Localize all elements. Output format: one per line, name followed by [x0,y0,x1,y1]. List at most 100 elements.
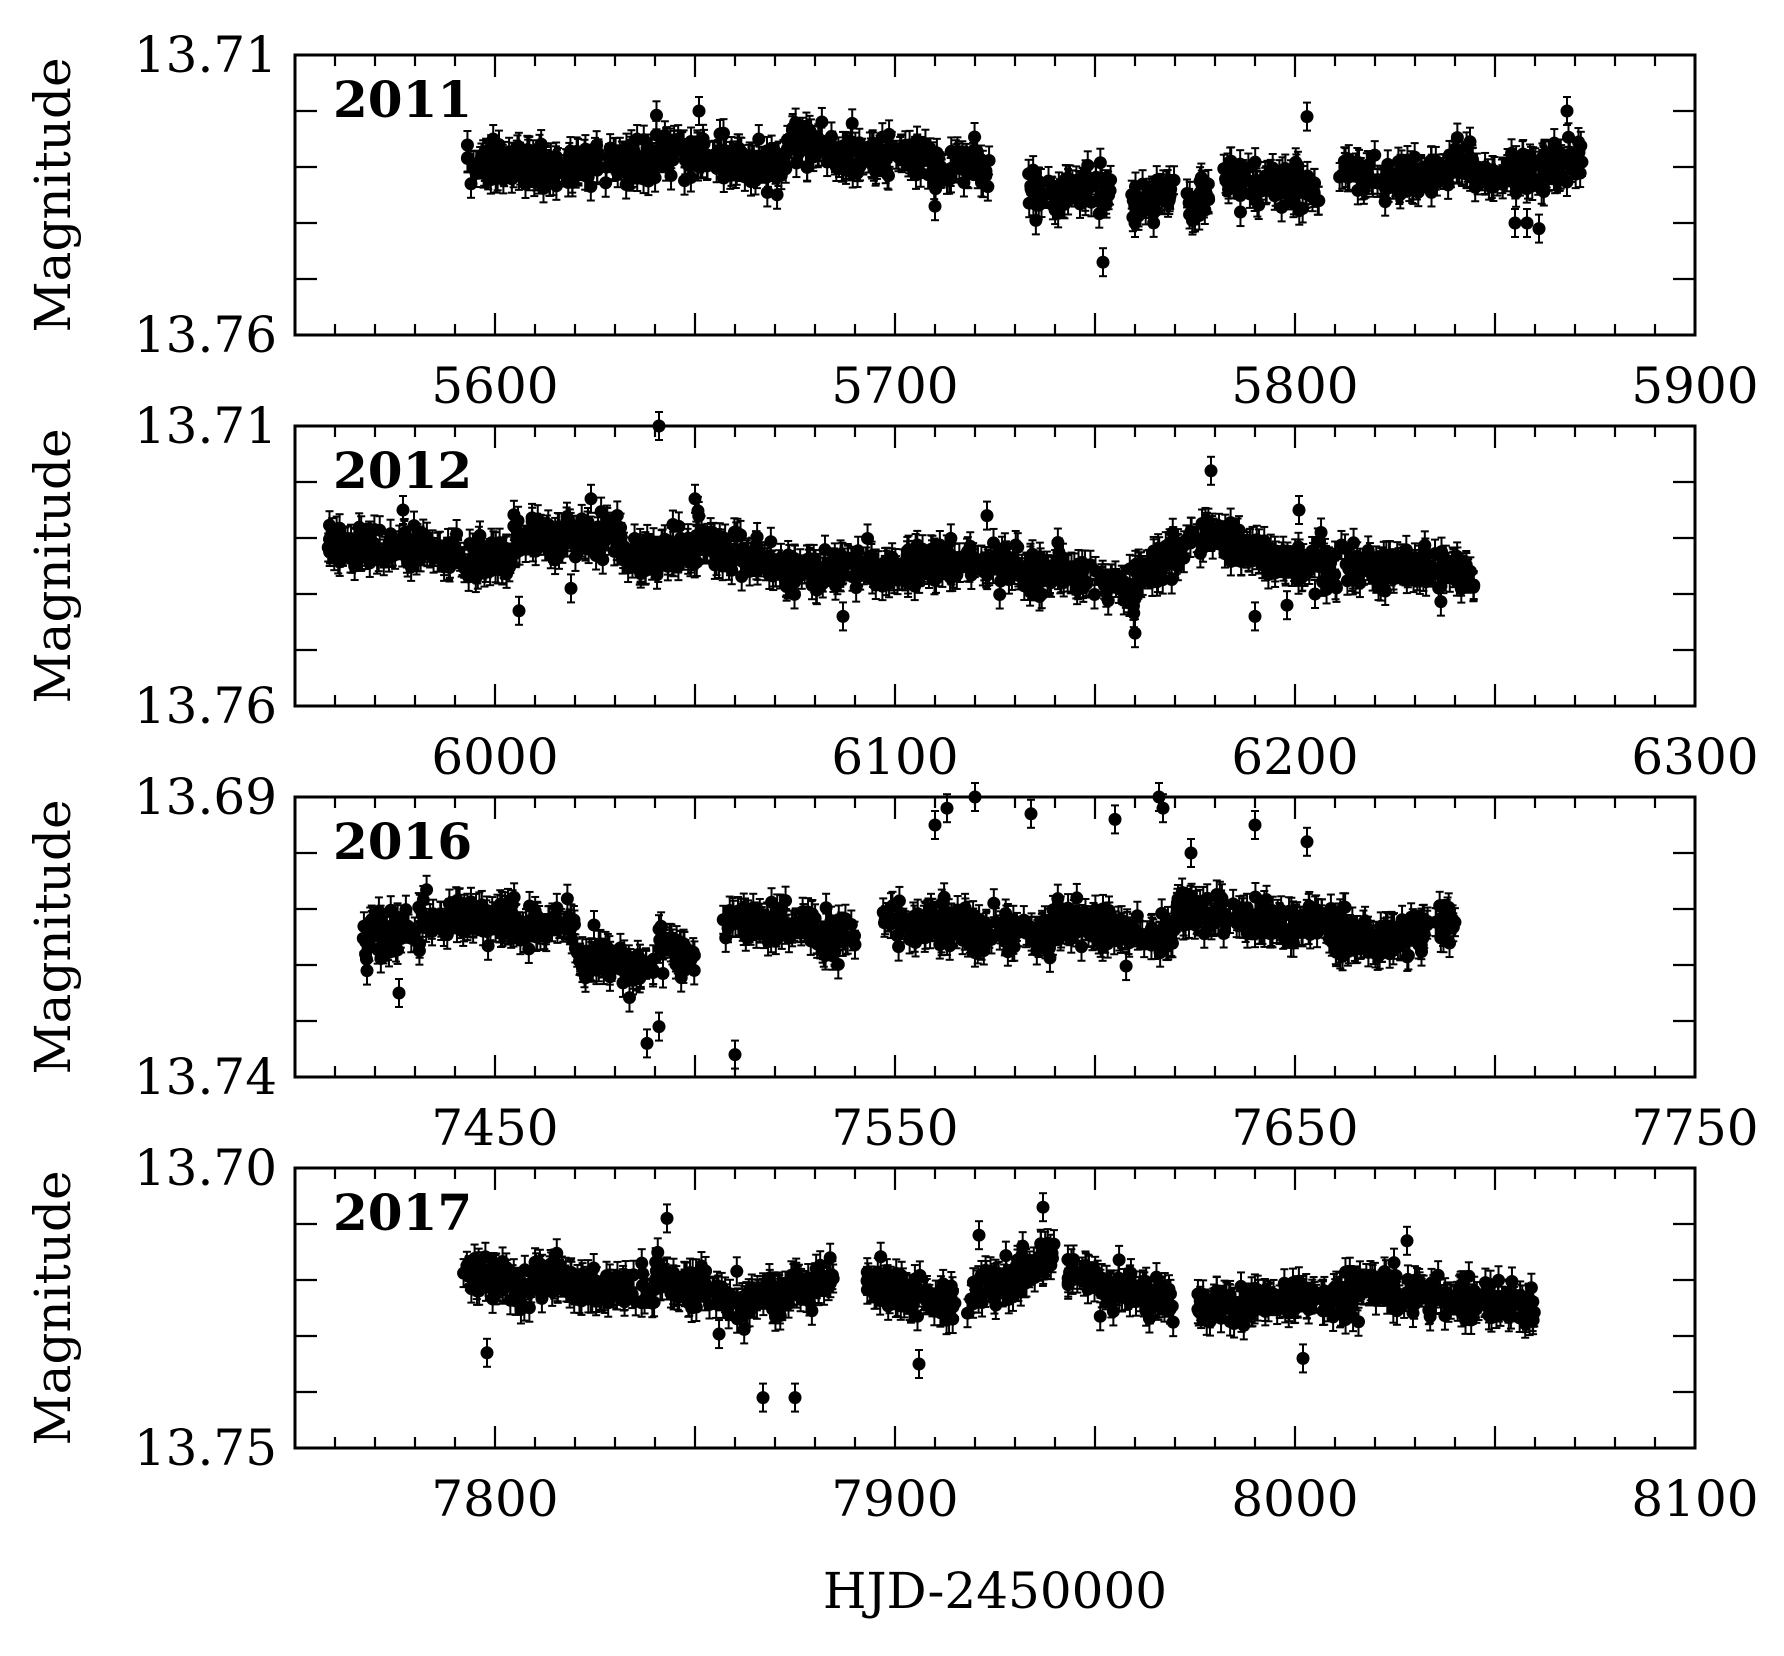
x-tick-label: 6300 [1631,728,1758,786]
data-point [1204,455,1218,486]
y-tick-label-top: 13.69 [134,768,277,826]
data-points [457,1192,1541,1413]
data-point [392,978,406,1008]
y-tick-label-bottom: 13.76 [134,677,277,735]
data-point [972,1220,986,1251]
data-point [928,810,942,840]
x-tick-label: 5600 [431,357,558,415]
data-point [660,1203,674,1234]
data-point [755,151,769,182]
data-point [760,177,774,208]
data-point [723,159,737,190]
y-axis-label: Magnitude [24,1170,82,1445]
panel-2012: 2012 13.71 13.76 6000 6100 6200 6300 Magnitude [24,397,1759,786]
data-point [728,1039,742,1070]
data-point [1508,208,1522,238]
data-point [800,152,814,183]
data-point [842,149,856,180]
panel-year-label: 2011 [333,70,472,129]
data-point [539,146,553,177]
data-point [789,107,803,138]
data-point [815,106,829,137]
data-point [788,1382,802,1413]
data-point [512,595,526,626]
data-point [711,138,725,169]
data-point [619,169,633,200]
data-point [1300,826,1314,857]
data-point [730,1256,744,1287]
y-tick-label-bottom: 13.74 [134,1048,277,1106]
data-point [774,160,788,191]
x-tick-label: 8100 [1631,1470,1758,1528]
x-tick-label: 6000 [431,728,558,786]
data-point [1096,247,1110,278]
data-point [831,144,845,175]
data-points [460,96,1589,278]
data-point [652,1011,666,1042]
y-axis-label: Magnitude [24,799,82,1074]
data-point [1400,1225,1414,1256]
x-tick-label: 6100 [831,728,958,786]
data-point [789,148,803,179]
panel-2017: 2017 13.70 13.75 7800 7900 8000 8100 Magnitude H… [24,1139,1759,1620]
y-axis-label: Magnitude [24,57,82,332]
data-point [928,191,942,222]
data-point [637,152,651,183]
x-tick-label: 7900 [831,1470,958,1528]
data-point [712,1319,726,1350]
data-point [555,157,569,188]
x-tick-label: 7800 [431,1470,558,1528]
data-point [813,125,827,156]
data-point [469,149,483,180]
panel-year-label: 2017 [333,1183,472,1242]
data-point [513,141,527,172]
data-point [782,133,796,164]
data-point [700,150,714,181]
y-axis-label: Magnitude [24,428,82,703]
data-point [1532,213,1546,244]
data-point [752,124,766,155]
x-tick-label: 7650 [1231,1099,1358,1157]
y-tick-label-bottom: 13.76 [134,306,277,364]
y-tick-label-top: 13.71 [134,26,277,84]
data-point [1024,798,1038,829]
x-axis-label: HJD-2450000 [823,1562,1167,1620]
data-point [480,1337,494,1368]
data-point [1108,804,1122,835]
panel-year-label: 2016 [333,812,472,871]
data-point [1296,1343,1310,1374]
data-point [460,130,474,161]
panel-2016: 2016 13.69 13.74 7450 7550 7650 7750 Magnitude [24,768,1759,1157]
data-point [1560,96,1574,126]
data-point [564,573,578,604]
x-tick-label: 8000 [1231,1470,1358,1528]
y-tick-label-bottom: 13.75 [134,1419,277,1477]
x-tick-label: 5900 [1631,357,1758,415]
data-point [1280,590,1294,621]
data-point [640,1028,654,1059]
data-point [1248,810,1262,840]
data-point [730,155,744,186]
x-tick-label: 5700 [831,357,958,415]
data-point [1520,208,1534,238]
data-point [756,1382,770,1413]
data-point [836,601,850,632]
data-point [1184,838,1198,868]
x-tick-label: 7450 [431,1099,558,1157]
data-points [356,782,1462,1070]
panel-year-label: 2012 [333,441,472,500]
data-point [912,1349,926,1379]
y-tick-label-top: 13.71 [134,397,277,455]
data-point [575,147,589,178]
data-point [795,132,809,163]
panel-2011: 2011 13.71 13.76 5600 5700 5800 5900 Magnitude [24,26,1759,415]
x-tick-label: 7550 [831,1099,958,1157]
y-tick-label-top: 13.70 [134,1139,277,1197]
data-point [874,134,888,165]
data-point [624,129,638,160]
data-point [1292,495,1306,525]
data-point [527,167,541,198]
data-point [1128,618,1142,649]
data-point [648,162,662,193]
